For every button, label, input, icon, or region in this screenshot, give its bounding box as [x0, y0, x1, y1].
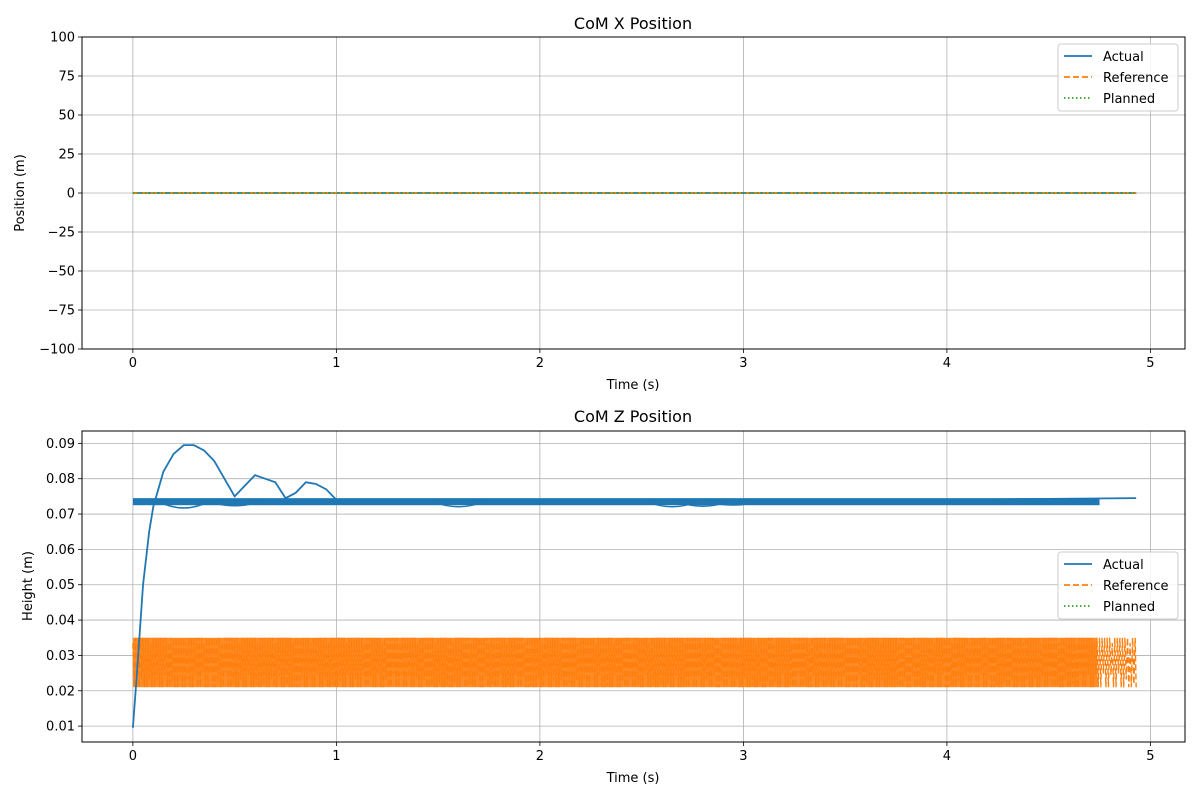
- x-tick-label: 1: [332, 356, 340, 371]
- panel-com-x: CoM X Position 0 1 2 3 4 5 −100 −75 −50 −25 0 25 50 7…: [13, 14, 1186, 393]
- chart-title-x: CoM X Position: [574, 14, 692, 33]
- y-tick-label: −100: [39, 343, 75, 358]
- y-tick-label: 25: [58, 148, 75, 163]
- actual-dip: [646, 500, 698, 508]
- y-tick-label: −25: [48, 226, 75, 241]
- x-tick-label: 0: [129, 749, 137, 764]
- actual-dip: [158, 500, 210, 509]
- y-tick-label: 0.02: [46, 684, 75, 699]
- actual-dip: [433, 500, 484, 508]
- x-tick-label: 0: [129, 356, 137, 371]
- legend-z: Actual Reference Planned: [1057, 551, 1179, 620]
- actual-dip: [708, 500, 759, 506]
- ylabel-z: Height (m): [21, 551, 36, 621]
- legend-label-planned: Planned: [1103, 600, 1155, 615]
- legend-label-actual: Actual: [1103, 558, 1144, 573]
- x-tick-label: 4: [943, 356, 951, 371]
- y-tick-label: 0.03: [46, 649, 75, 664]
- actual-dip: [209, 500, 260, 507]
- xlabel-z: Time (s): [606, 771, 660, 786]
- y-tick-label: 100: [50, 31, 75, 46]
- y-tick-label: 0.04: [46, 614, 75, 629]
- legend-x: Actual Reference Planned: [1057, 43, 1179, 112]
- y-tick-label: 0: [67, 187, 75, 202]
- y-tick-label: 0.06: [46, 543, 75, 558]
- xlabel-x: Time (s): [606, 378, 660, 393]
- legend-box-x: [1057, 43, 1179, 112]
- x-tick-label: 2: [536, 356, 544, 371]
- y-tick-label: 75: [58, 70, 75, 85]
- x-tick-label: 1: [332, 749, 340, 764]
- x-tick-label: 3: [739, 749, 747, 764]
- actual-band: [132, 498, 1100, 506]
- axes-frame-z: [81, 430, 1186, 743]
- y-tick-label: 0.01: [46, 720, 75, 735]
- legend-label-actual: Actual: [1103, 50, 1144, 65]
- x-tick-label: 5: [1146, 356, 1154, 371]
- ticks-z: 0 1 2 3 4 5 0.01 0.02 0.03 0.04 0.05 0.06 0.07 0.08 0.…: [46, 437, 1154, 764]
- y-tick-label: 0.09: [46, 437, 75, 452]
- grid-z: [82, 431, 1185, 742]
- y-tick-label: −75: [48, 304, 75, 319]
- y-tick-label: −50: [48, 265, 75, 280]
- x-tick-label: 4: [943, 749, 951, 764]
- ylabel-x: Position (m): [13, 154, 28, 232]
- y-tick-label: 50: [58, 109, 75, 124]
- x-tick-label: 3: [739, 356, 747, 371]
- legend-label-reference: Reference: [1103, 71, 1168, 86]
- series-reference: [132, 637, 1137, 688]
- panel-com-z: CoM Z Position 0 1 2 3 4 5 0.01 0.02 0.03 0.04 0.0…: [21, 407, 1186, 786]
- chart-title-z: CoM Z Position: [574, 407, 692, 426]
- legend-box-z: [1057, 551, 1179, 620]
- x-tick-label: 5: [1146, 749, 1154, 764]
- legend-label-planned: Planned: [1103, 92, 1155, 107]
- x-tick-label: 2: [536, 749, 544, 764]
- plot-area-z: [131, 444, 1137, 728]
- y-tick-label: 0.05: [46, 578, 75, 593]
- y-tick-label: 0.08: [46, 472, 75, 487]
- legend-label-reference: Reference: [1103, 579, 1168, 594]
- ticks-x: 0 1 2 3 4 5 −100 −75 −50 −25 0 25 50 75 100: [39, 31, 1154, 372]
- y-tick-label: 0.07: [46, 508, 75, 523]
- actual-dip: [677, 500, 728, 508]
